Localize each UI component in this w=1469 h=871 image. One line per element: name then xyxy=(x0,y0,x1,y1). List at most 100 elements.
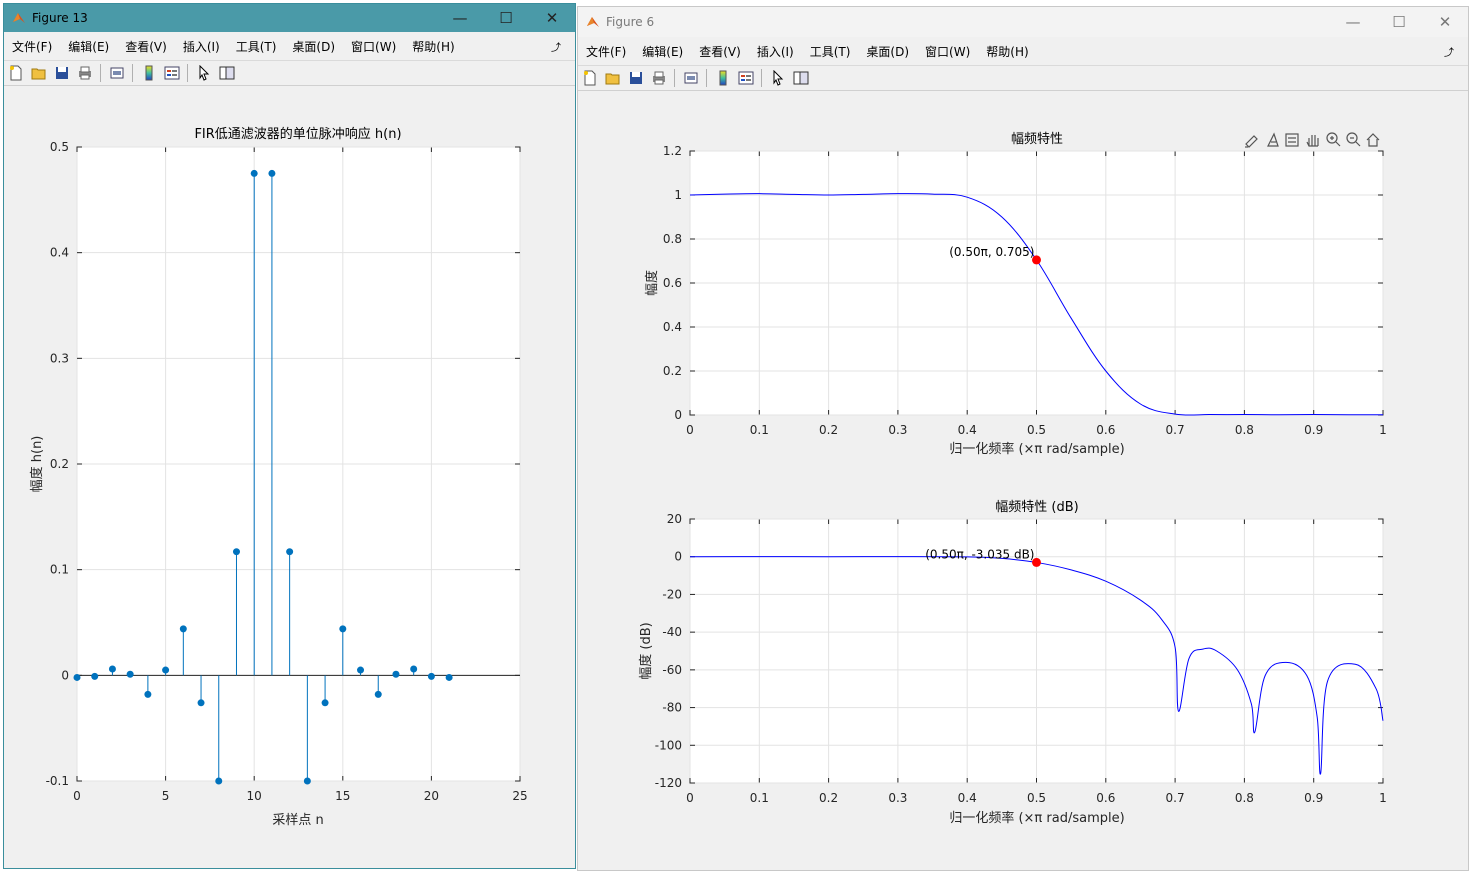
db-series-line xyxy=(689,556,1384,775)
magnitude-x-tick-label: 0.9 xyxy=(1304,423,1323,437)
minimize-icon[interactable]: — xyxy=(452,9,468,27)
db-x-tick-label: 0.4 xyxy=(958,791,977,805)
db-x-tick-label: 0.9 xyxy=(1304,791,1323,805)
zoom-out-icon[interactable] xyxy=(1346,132,1361,147)
db-y-tick-label: -120 xyxy=(655,776,682,790)
stem-marker xyxy=(392,670,400,678)
frequency-response-plots: 0 0.1 0.2 0.3 0.4 0.5 0.6 0.7 0.8 0.9 100.20.40.60… xyxy=(638,132,1387,826)
magnitude-x-tick-label: 0.2 xyxy=(819,423,838,437)
menu-edit[interactable]: 编辑(E) xyxy=(68,39,110,54)
legend-icon[interactable] xyxy=(164,65,180,81)
stem-marker xyxy=(303,777,311,785)
restore-view-icon[interactable] xyxy=(1285,133,1299,147)
menu-window[interactable]: 窗口(W) xyxy=(925,44,971,59)
stem-x-tick-label: 5 xyxy=(162,789,170,803)
property-editor-icon[interactable] xyxy=(793,70,809,86)
menu-file[interactable]: 文件(F) xyxy=(586,44,627,59)
stem-marker xyxy=(357,666,365,674)
menu-window[interactable]: 窗口(W) xyxy=(351,39,397,54)
stem-marker xyxy=(91,672,99,680)
new-file-icon[interactable] xyxy=(582,70,598,86)
menu-tools[interactable]: 工具(T) xyxy=(235,39,277,54)
minimize-icon[interactable]: — xyxy=(1345,13,1361,31)
stem-y-tick-label: -0.1 xyxy=(46,774,69,788)
menu-desktop[interactable]: 桌面(D) xyxy=(866,44,910,59)
stem-x-tick-label: 0 xyxy=(73,789,81,803)
brush-icon[interactable] xyxy=(1245,135,1258,148)
menu-help[interactable]: 帮助(H) xyxy=(412,39,455,54)
stem-y-tick-label: 0.1 xyxy=(50,563,69,577)
db-x-tick-label: 0.3 xyxy=(888,791,907,805)
stem-marker xyxy=(250,169,258,177)
title-bar[interactable]: Figure 6 — ☐ ✕ xyxy=(578,7,1468,37)
save-icon[interactable] xyxy=(54,65,70,81)
magnitude-annotation-label: (0.50π, 0.705) xyxy=(949,245,1034,259)
figure-6-window: Figure 6 — ☐ ✕ 文件(F) 编辑(E) 查看(V) 插入(I) 工… xyxy=(577,6,1469,871)
pointer-icon[interactable] xyxy=(770,70,786,86)
stem-x-tick-label: 20 xyxy=(424,789,439,803)
menu-edit[interactable]: 编辑(E) xyxy=(642,44,684,59)
db-x-axis-label: 归一化频率 (×π rad/sample) xyxy=(949,810,1124,826)
menu-overflow-icon[interactable]: ⤴ xyxy=(551,42,561,54)
menu-insert[interactable]: 插入(I) xyxy=(756,44,794,59)
print-icon[interactable] xyxy=(651,70,667,86)
pointer-icon[interactable] xyxy=(196,65,212,81)
home-icon[interactable] xyxy=(1366,133,1380,147)
save-icon[interactable] xyxy=(628,70,644,86)
x-axis-label: 采样点 n xyxy=(272,813,323,828)
colorbar-icon[interactable] xyxy=(715,70,731,86)
stem-marker xyxy=(108,665,116,673)
db-x-tick-label: 0.2 xyxy=(819,791,838,805)
new-file-icon[interactable] xyxy=(8,65,24,81)
magnitude-y-tick-label: 0.4 xyxy=(663,320,682,334)
magnitude-x-tick-label: 0.4 xyxy=(958,423,977,437)
property-editor-icon[interactable] xyxy=(219,65,235,81)
stem-marker xyxy=(215,777,223,785)
menu-file[interactable]: 文件(F) xyxy=(12,39,53,54)
window-title: Figure 13 xyxy=(32,11,88,25)
menu-tools[interactable]: 工具(T) xyxy=(809,44,851,59)
db-x-tick-label: 0.6 xyxy=(1096,791,1115,805)
close-icon[interactable]: ✕ xyxy=(545,9,559,27)
menu-overflow-icon[interactable]: ⤴ xyxy=(1444,47,1454,59)
stem-marker xyxy=(126,670,134,678)
print-icon[interactable] xyxy=(77,65,93,81)
magnitude-x-tick-label: 0.6 xyxy=(1096,423,1115,437)
zoom-in-icon[interactable] xyxy=(1326,132,1341,147)
menu-help[interactable]: 帮助(H) xyxy=(986,44,1029,59)
stem-y-tick-label: 0.2 xyxy=(50,457,69,471)
magnitude-marker-point xyxy=(1032,255,1041,265)
close-icon[interactable]: ✕ xyxy=(1438,13,1452,31)
stem-marker xyxy=(73,673,81,681)
open-folder-icon[interactable] xyxy=(605,70,621,86)
stem-x-tick-label: 25 xyxy=(512,789,527,803)
db-marker-point xyxy=(1032,557,1041,567)
magnitude-y-tick-label: 1.2 xyxy=(663,144,682,158)
title-bar[interactable]: Figure 13 — ☐ ✕ xyxy=(4,4,575,32)
menu-insert[interactable]: 插入(I) xyxy=(182,39,220,54)
magnitude-x-tick-label: 0.3 xyxy=(888,423,907,437)
print-preview-icon[interactable] xyxy=(109,65,125,81)
maximize-icon[interactable]: ☐ xyxy=(1392,13,1406,31)
db-x-tick-label: 0.5 xyxy=(1027,791,1046,805)
stem-y-tick-label: 0 xyxy=(61,668,69,682)
stem-marker xyxy=(410,665,418,673)
pan-icon[interactable] xyxy=(1306,135,1319,147)
window-title: Figure 6 xyxy=(606,15,655,29)
colorbar-icon[interactable] xyxy=(141,65,157,81)
open-folder-icon[interactable] xyxy=(31,65,47,81)
maximize-icon[interactable]: ☐ xyxy=(499,9,513,27)
data-tip-icon[interactable] xyxy=(1267,132,1279,147)
menu-view[interactable]: 查看(V) xyxy=(125,39,167,54)
stem-marker xyxy=(232,548,240,556)
menu-view[interactable]: 查看(V) xyxy=(699,44,741,59)
legend-icon[interactable] xyxy=(738,70,754,86)
y-axis-label: 幅度 h(n) xyxy=(29,436,45,493)
menu-desktop[interactable]: 桌面(D) xyxy=(292,39,336,54)
stem-marker xyxy=(197,699,205,707)
print-preview-icon[interactable] xyxy=(683,70,699,86)
magnitude-x-tick-label: 0.1 xyxy=(750,423,769,437)
matlab-icon xyxy=(13,13,25,23)
magnitude-chart-title: 幅频特性 xyxy=(1011,132,1063,147)
magnitude-y-tick-label: 0.8 xyxy=(663,232,682,246)
